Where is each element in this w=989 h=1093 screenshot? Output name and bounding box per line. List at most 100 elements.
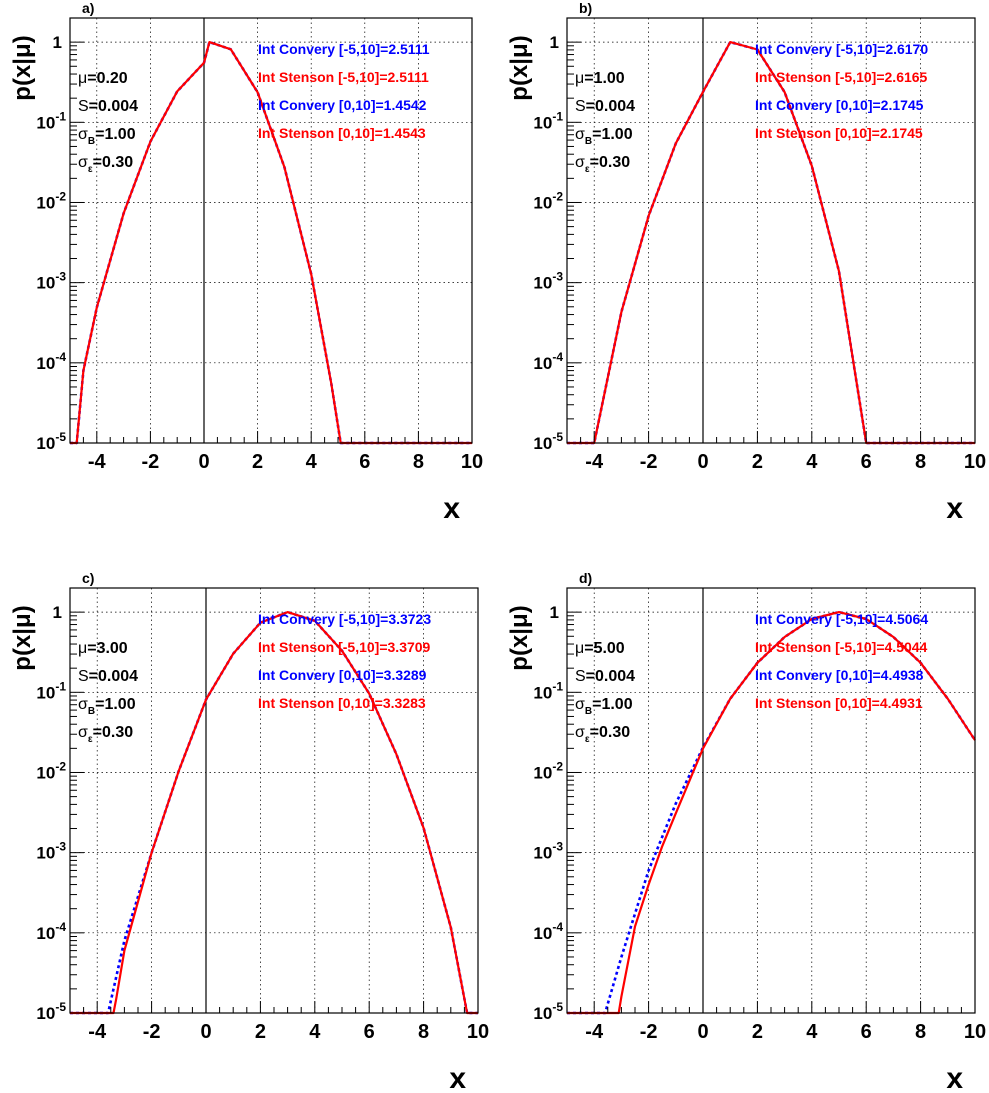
panel-2: -4 -2 0 2 4 6 8 10 1 10-1 10-2 10-3 10-4 10-5 b) x p(x|μ… [506,0,986,525]
stenson-curve [567,610,976,1015]
param-text: μ=1.00 [575,70,625,87]
integral-annotation: Int Stenson [-5,10]=4.5044 [755,639,928,655]
y-tick-label: 10-1 [533,679,563,702]
x-tick-label: -2 [143,1021,161,1043]
integral-annotation: Int Stenson [-5,10]=2.5111 [258,69,429,85]
param-text: σε=0.30 [575,724,630,745]
y-axis-label: p(x|μ) [9,35,36,100]
y-tick-label: 10-5 [36,430,66,453]
integral-annotation: Int Convery [0,10]=1.4542 [258,97,427,113]
y-axis-label: p(x|μ) [506,605,533,670]
x-tick-label: 2 [255,1021,266,1043]
integral-annotation: Int Convery [-5,10]=3.3723 [258,611,431,627]
param-text: σB=1.00 [575,696,633,717]
param-text: μ=3.00 [78,640,128,657]
y-tick-label: 10-2 [533,759,563,782]
x-tick-label: 6 [359,451,370,473]
x-tick-label: 0 [198,451,209,473]
y-tick-label: 10-3 [533,840,563,863]
y-tick-label: 10-5 [36,1000,66,1023]
integral-annotation: Int Convery [-5,10]=2.5111 [258,41,430,57]
x-tick-label: -4 [585,1021,604,1043]
x-tick-label: 4 [309,1021,321,1043]
x-tick-label: 6 [364,1021,375,1043]
x-tick-label: -2 [640,451,658,473]
y-tick-label: 10-4 [36,920,66,943]
panel-label: d) [579,570,592,586]
x-tick-label: 10 [461,451,483,473]
y-tick-label: 1 [53,603,62,622]
integral-annotation: Int Convery [-5,10]=2.6170 [755,41,928,57]
x-tick-label: 10 [964,1021,986,1043]
panel-label: a) [82,0,94,16]
stenson-curve [70,40,472,445]
y-tick-label: 10-2 [36,189,66,212]
x-axis-label: x [443,492,460,525]
y-tick-label: 1 [53,33,62,52]
x-tick-label: 10 [467,1021,489,1043]
y-tick-label: 10-3 [36,840,66,863]
x-tick-label: 8 [418,1021,429,1043]
x-tick-label: 0 [200,1021,211,1043]
x-tick-label: 6 [861,1021,872,1043]
param-text: S=0.004 [575,668,635,685]
y-tick-label: 10-4 [36,350,66,373]
integral-annotation: Int Stenson [0,10]=2.1745 [755,125,923,141]
panel-3: -4 -2 0 2 4 6 8 10 1 10-1 10-2 10-3 10-4 10-5 c) x p(x|μ… [9,570,489,1093]
stenson-curve [70,610,478,1015]
param-text: σB=1.00 [78,696,136,717]
panel-1: -4 -2 0 2 4 6 8 10 1 10-1 10-2 10-3 10-4 10-5 a) x p(x|μ… [9,0,483,525]
integral-annotation: Int Stenson [0,10]=4.4931 [755,695,923,711]
param-text: S=0.004 [78,668,138,685]
y-tick-label: 10-5 [533,430,563,453]
x-tick-label: 4 [306,451,318,473]
x-tick-label: -4 [585,451,604,473]
x-tick-label: -4 [88,1021,107,1043]
y-axis-label: p(x|μ) [9,605,36,670]
param-text: S=0.004 [575,98,635,115]
param-text: σε=0.30 [575,154,630,175]
y-tick-label: 10-5 [533,1000,563,1023]
y-tick-label: 1 [550,33,559,52]
y-tick-label: 10-2 [36,759,66,782]
x-tick-label: 6 [861,451,872,473]
x-tick-label: 2 [252,451,263,473]
param-text: σB=1.00 [575,126,633,147]
x-tick-label: 2 [752,1021,763,1043]
y-tick-label: 10-1 [36,679,66,702]
x-tick-label: 8 [915,451,926,473]
param-text: S=0.004 [78,98,138,115]
integral-annotation: Int Convery [0,10]=2.1745 [755,97,924,113]
param-text: μ=5.00 [575,640,625,657]
panel-4: -4 -2 0 2 4 6 8 10 1 10-1 10-2 10-3 10-4 10-5 d) x p(x|μ… [506,570,986,1093]
x-tick-label: 2 [752,451,763,473]
x-tick-label: 10 [964,451,986,473]
x-tick-label: -2 [142,451,160,473]
stenson-curve [567,40,975,445]
y-axis-label: p(x|μ) [506,35,533,100]
integral-annotation: Int Convery [-5,10]=4.5064 [755,611,928,627]
integral-annotation: Int Stenson [0,10]=3.3283 [258,695,426,711]
x-tick-label: 4 [806,451,818,473]
y-tick-label: 10-4 [533,920,563,943]
integral-annotation: Int Stenson [-5,10]=2.6165 [755,69,928,85]
integral-annotation: Int Convery [0,10]=3.3289 [258,667,427,683]
x-tick-label: -4 [88,451,107,473]
x-axis-label: x [449,1062,466,1093]
integral-annotation: Int Convery [0,10]=4.4938 [755,667,924,683]
x-tick-label: -2 [640,1021,658,1043]
panel-label: c) [82,570,94,586]
integral-annotation: Int Stenson [0,10]=1.4543 [258,125,426,141]
integral-annotation: Int Stenson [-5,10]=3.3709 [258,639,431,655]
x-tick-label: 8 [413,451,424,473]
y-tick-label: 1 [550,603,559,622]
x-axis-label: x [946,492,963,525]
panel-label: b) [579,0,592,16]
y-tick-label: 10-1 [36,109,66,132]
param-text: σε=0.30 [78,724,133,745]
param-text: σB=1.00 [78,126,136,147]
y-tick-label: 10-4 [533,350,563,373]
x-tick-label: 0 [697,1021,708,1043]
param-text: σε=0.30 [78,154,133,175]
